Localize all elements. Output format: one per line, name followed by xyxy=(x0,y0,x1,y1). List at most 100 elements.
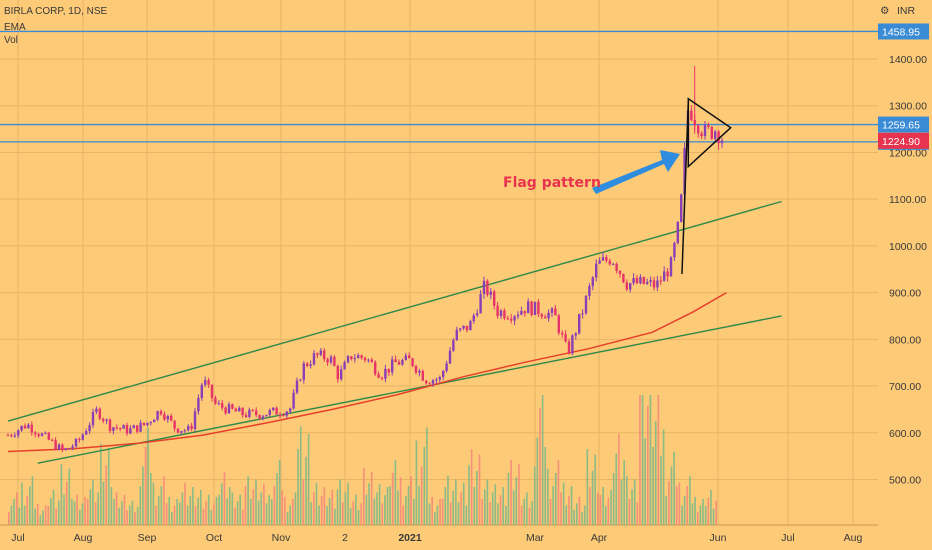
volume-bar xyxy=(139,486,142,525)
volume-bar xyxy=(305,456,307,525)
volume-bar xyxy=(386,487,389,525)
volume-bar xyxy=(681,505,683,525)
vol-legend[interactable]: Vol xyxy=(4,35,18,46)
volume-bar xyxy=(599,495,602,525)
candle-body xyxy=(496,305,499,317)
volume-bar xyxy=(465,505,468,525)
candle-body xyxy=(465,325,469,331)
volume-bar xyxy=(152,482,155,525)
y-axis: 500.00 600.00 700.00 800.00 900.00 1000.00 110… xyxy=(889,54,927,487)
volume-bar xyxy=(65,481,68,525)
volume-bar xyxy=(171,512,173,525)
candle-body xyxy=(360,355,363,358)
volume-bar xyxy=(660,455,662,525)
y-tick-label: 500.00 xyxy=(889,475,921,487)
candle-body xyxy=(278,414,282,416)
candle-body xyxy=(102,418,105,421)
volume-bar xyxy=(460,492,462,525)
candle-body xyxy=(350,356,353,359)
candle-body xyxy=(595,263,598,278)
volume-bar xyxy=(486,479,489,525)
last-price-label: 1224.90 xyxy=(882,136,920,148)
candle-body xyxy=(193,411,197,429)
candle-body xyxy=(588,286,591,296)
volume-bar xyxy=(242,509,244,525)
annotation-arrow xyxy=(592,150,680,194)
volume-bar xyxy=(328,497,331,525)
volume-bar xyxy=(412,499,415,525)
candle-body xyxy=(710,126,713,139)
volume-bar xyxy=(439,499,441,525)
candle-body xyxy=(720,140,724,144)
x-tick-label: Sep xyxy=(138,532,157,544)
volume-bar xyxy=(231,492,234,525)
volume-bar xyxy=(568,495,570,525)
volume-bar xyxy=(620,479,623,525)
volume-bar xyxy=(297,449,299,525)
volume-bar xyxy=(526,492,528,525)
volume-bar xyxy=(623,460,625,525)
volume-bar xyxy=(60,464,63,525)
currency-icon[interactable]: ⚙ xyxy=(880,5,889,17)
y-tick-label: 600.00 xyxy=(889,428,921,440)
candle-body xyxy=(557,315,560,333)
candle-body xyxy=(499,310,503,317)
candle-body xyxy=(479,294,482,314)
candle-body xyxy=(27,424,30,429)
candle-body xyxy=(98,408,101,419)
volume-bar xyxy=(73,501,76,525)
candle-body xyxy=(227,404,231,414)
volume-bar xyxy=(110,487,113,525)
candle-body xyxy=(448,350,452,364)
candle-body xyxy=(258,414,261,419)
volume-bar xyxy=(44,505,47,525)
x-tick-label: Aug xyxy=(74,532,93,544)
volume-bar xyxy=(576,503,578,525)
volume-bar xyxy=(42,510,44,525)
volume-bar xyxy=(476,470,478,525)
candle-body xyxy=(210,384,214,398)
candle-body xyxy=(680,194,683,222)
volume-bar xyxy=(15,492,18,525)
price-axis[interactable] xyxy=(878,0,932,550)
candle-body xyxy=(380,377,384,379)
candle-body xyxy=(142,422,146,426)
volume-bar xyxy=(683,495,686,525)
volume-bar xyxy=(102,481,105,525)
candle-body xyxy=(425,380,428,384)
volume-bar xyxy=(399,477,402,525)
y-tick-label: 900.00 xyxy=(889,288,921,300)
candle-body xyxy=(275,407,278,415)
ema-legend[interactable]: EMA xyxy=(4,22,26,33)
volume-bar xyxy=(628,499,631,525)
candle-body xyxy=(299,379,302,381)
volume-bar xyxy=(189,495,192,525)
volume-bar xyxy=(247,476,249,525)
volume-bar xyxy=(541,395,544,525)
candle-body xyxy=(57,444,61,450)
volume-bar xyxy=(223,471,226,525)
volume-bar xyxy=(134,512,136,525)
volume-bar xyxy=(702,499,704,525)
candle-body xyxy=(452,340,455,351)
x-tick-label: Jun xyxy=(710,532,727,544)
volume-bar xyxy=(426,427,428,525)
volume-bar xyxy=(675,486,678,525)
candle-body xyxy=(374,362,377,375)
volume-bar xyxy=(583,505,586,525)
candle-body xyxy=(153,419,156,423)
volume-bar xyxy=(712,508,715,525)
volume-bar xyxy=(234,507,236,525)
candle-body xyxy=(176,428,180,433)
volume-bar xyxy=(552,486,554,525)
volume-bar xyxy=(89,489,92,525)
volume-bar xyxy=(255,479,257,525)
candle-body xyxy=(697,125,700,134)
candle-body xyxy=(306,363,309,366)
volume-bar xyxy=(249,499,252,525)
candle-body xyxy=(319,350,322,355)
volume-bar xyxy=(36,503,39,525)
candle-body xyxy=(642,276,645,284)
volume-bar xyxy=(286,512,289,525)
